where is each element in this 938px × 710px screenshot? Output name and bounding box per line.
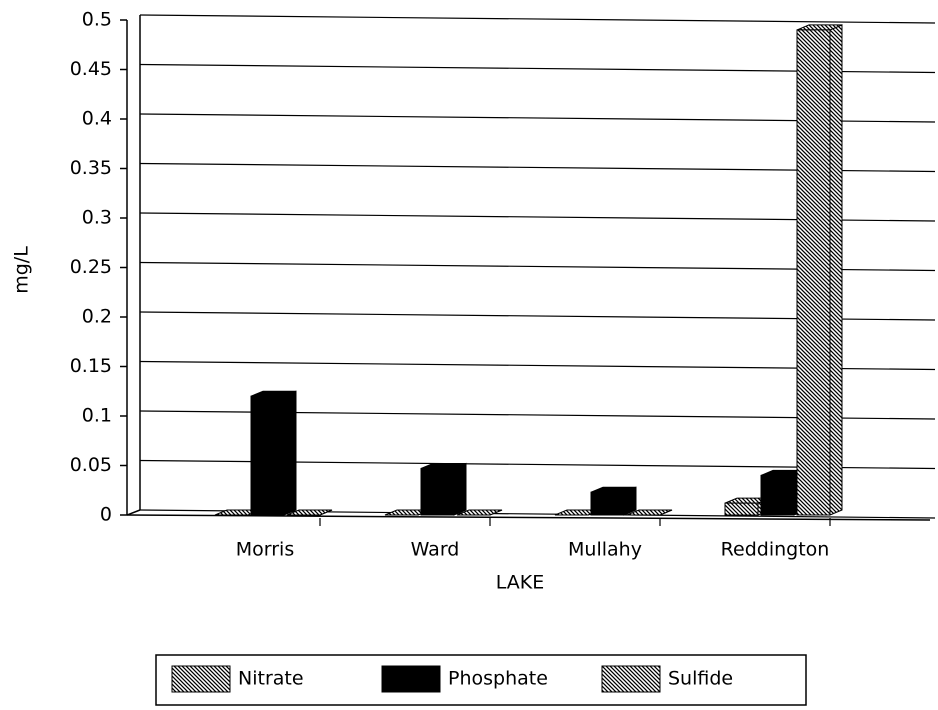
y-tick-label: 0.45 bbox=[70, 58, 112, 80]
y-tick-label: 0.05 bbox=[70, 454, 112, 476]
bar bbox=[250, 390, 297, 516]
bar-front bbox=[420, 467, 455, 516]
bar bbox=[420, 462, 467, 516]
bar-side bbox=[453, 462, 467, 516]
y-tick-label: 0.15 bbox=[70, 355, 112, 377]
y-tick-label: 0.4 bbox=[82, 108, 112, 130]
floor-edge bbox=[126, 509, 141, 516]
y-tick-label: 0.2 bbox=[82, 306, 112, 328]
legend-swatch bbox=[171, 665, 231, 693]
bar-front bbox=[760, 474, 795, 516]
bar bbox=[796, 24, 843, 516]
x-axis-label: LAKE bbox=[496, 572, 544, 594]
legend-swatch bbox=[601, 665, 661, 693]
bar bbox=[626, 509, 673, 516]
y-axis-label: mg/L bbox=[11, 246, 33, 294]
legend-swatch bbox=[381, 665, 441, 693]
y-tick-label: 0.1 bbox=[82, 405, 112, 427]
bar bbox=[590, 486, 637, 516]
grid-line bbox=[139, 14, 936, 24]
x-tick-label: Reddington bbox=[721, 539, 830, 561]
bar-front bbox=[724, 502, 759, 516]
y-tick-label: 0.25 bbox=[70, 256, 112, 278]
x-tick-label: Morris bbox=[236, 539, 294, 561]
bar-top bbox=[626, 509, 673, 516]
y-tick-label: 0.35 bbox=[70, 157, 112, 179]
bar-front bbox=[250, 395, 285, 516]
legend-box bbox=[155, 654, 807, 706]
bar bbox=[286, 509, 333, 516]
legend-label: Sulfide bbox=[668, 668, 733, 690]
y-tick-label: 0 bbox=[100, 504, 112, 526]
x-axis bbox=[126, 514, 931, 521]
y-tick-label: 0.5 bbox=[82, 9, 112, 31]
bar bbox=[456, 509, 503, 516]
bar-top bbox=[286, 509, 333, 516]
x-tick-label: Mullahy bbox=[568, 539, 642, 561]
bar-side bbox=[283, 390, 297, 516]
legend-label: Nitrate bbox=[238, 668, 304, 690]
y-tick-label: 0.3 bbox=[82, 207, 112, 229]
bar-front bbox=[590, 491, 625, 516]
bar-side bbox=[829, 24, 843, 516]
legend-label: Phosphate bbox=[448, 668, 548, 690]
bar-top bbox=[456, 509, 503, 516]
x-tick-label: Ward bbox=[411, 539, 460, 561]
bar-front bbox=[796, 29, 831, 516]
